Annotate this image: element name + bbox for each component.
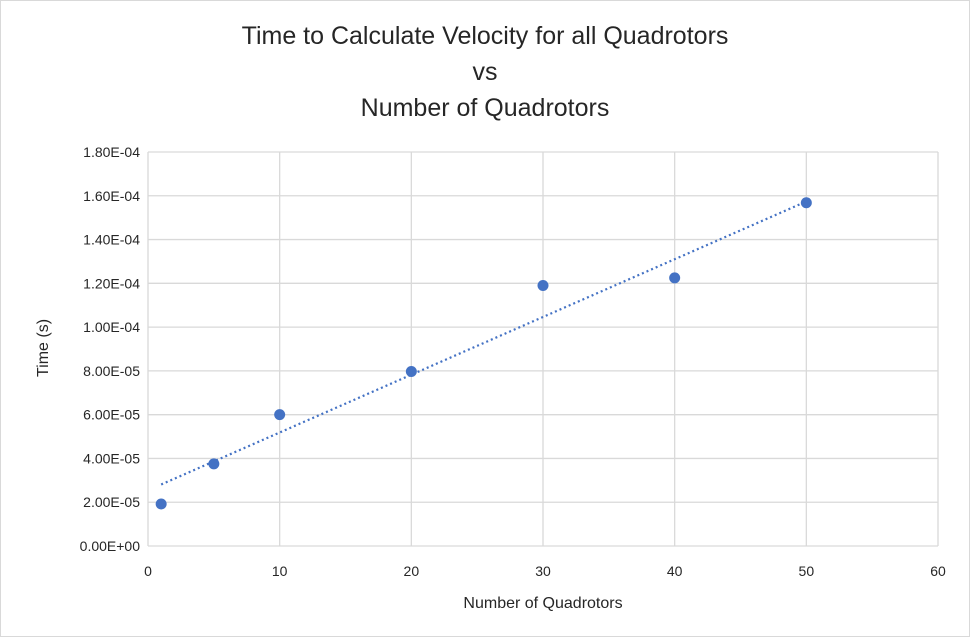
y-tick-label: 4.00E-05 (83, 450, 140, 466)
x-tick-label: 20 (404, 563, 420, 579)
x-tick-label: 30 (535, 563, 551, 579)
data-point (405, 366, 417, 378)
grid-layer (147, 151, 939, 547)
trendline (160, 200, 807, 486)
y-tick-label: 1.80E-04 (83, 144, 140, 160)
x-tick-label: 50 (799, 563, 815, 579)
x-tick-label: 10 (272, 563, 288, 579)
data-point (800, 197, 812, 209)
chart-title-line-1: Time to Calculate Velocity for all Quadr… (241, 22, 729, 50)
chart-title-line-3: Number of Quadrotors (360, 94, 610, 122)
data-point (155, 498, 167, 510)
y-tick-label: 6.00E-05 (83, 407, 140, 423)
x-tick-label: 0 (144, 563, 152, 579)
data-point (537, 280, 549, 292)
y-axis-label: Time (s) (35, 319, 52, 377)
chart-title-line-2: vs (472, 58, 498, 86)
x-tick-label: 60 (930, 563, 946, 579)
y-tick-label: 1.00E-04 (83, 319, 140, 335)
y-tick-label: 1.40E-04 (83, 232, 140, 248)
y-tick-label: 0.00E+00 (80, 538, 141, 554)
x-axis-label: Number of Quadrotors (463, 595, 622, 612)
trendline-layer (160, 200, 807, 486)
y-tick-label: 2.00E-05 (83, 494, 140, 510)
y-tick-label: 1.20E-04 (83, 275, 140, 291)
data-point (669, 272, 681, 284)
x-tick-label: 40 (667, 563, 683, 579)
points-layer (155, 197, 812, 510)
y-tick-label: 1.60E-04 (83, 188, 140, 204)
data-point (208, 458, 220, 470)
data-point (274, 409, 286, 421)
y-tick-label: 8.00E-05 (83, 363, 140, 379)
axis-layer: 0.00E+00 2.00E-05 4.00E-05 6.00E-05 8.00E-05… (80, 144, 946, 579)
